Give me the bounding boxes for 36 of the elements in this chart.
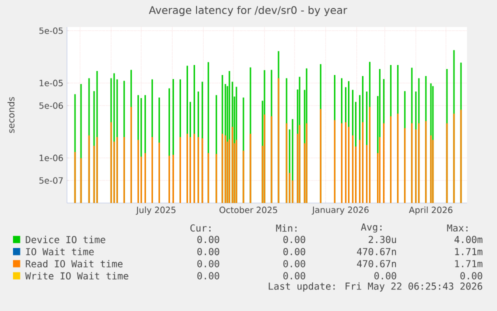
x-tick-label: April 2026 [408,206,452,215]
y-axis-title: seconds [8,97,14,133]
legend-label: Read IO Wait time [26,260,123,268]
text: 0.00 [283,236,306,244]
y-tick-label: 1e-05 [40,80,63,86]
text: 0.00 [197,272,220,280]
legend-label: Write IO Wait time [25,272,128,280]
text: 0.00 [374,272,396,280]
text: 0.00 [283,272,306,280]
x-tick-label: July 2025 [136,206,176,215]
text: Avg: [360,223,382,233]
legend-label: Device IO time [26,236,106,244]
text: 4.00m [454,236,482,244]
x-tick-label: January 2026 [312,206,369,215]
text: Min: [276,224,296,232]
text: 470.67n [356,248,396,256]
chart-title: Average latency for /dev/sr0 - by year [148,6,348,16]
text: 0.00 [283,248,306,256]
text: 1.71m [455,248,482,256]
text: 0.00 [460,272,482,280]
text: 1.71m [455,260,482,268]
text: 0.00 [197,260,220,268]
text: 0.00 [283,260,306,268]
text: 0.00 [197,248,220,256]
text: 470.67n [356,260,396,268]
x-tick-label: October 2025 [220,206,278,214]
y-tick-label: 5e-05 [39,27,63,34]
text: Max: [447,224,468,232]
text: 0.00 [197,236,220,244]
y-tick-label: 5e-06 [39,102,63,109]
legend-label: IO Wait time [26,248,94,256]
y-tick-label: 1e-06 [40,154,63,162]
text: Last update: Fri May 22 06:25:43 2026 [268,282,482,292]
text: Cur: [190,224,210,232]
y-tick-label: 5e-07 [39,177,63,184]
text: 2.30u [368,236,396,244]
